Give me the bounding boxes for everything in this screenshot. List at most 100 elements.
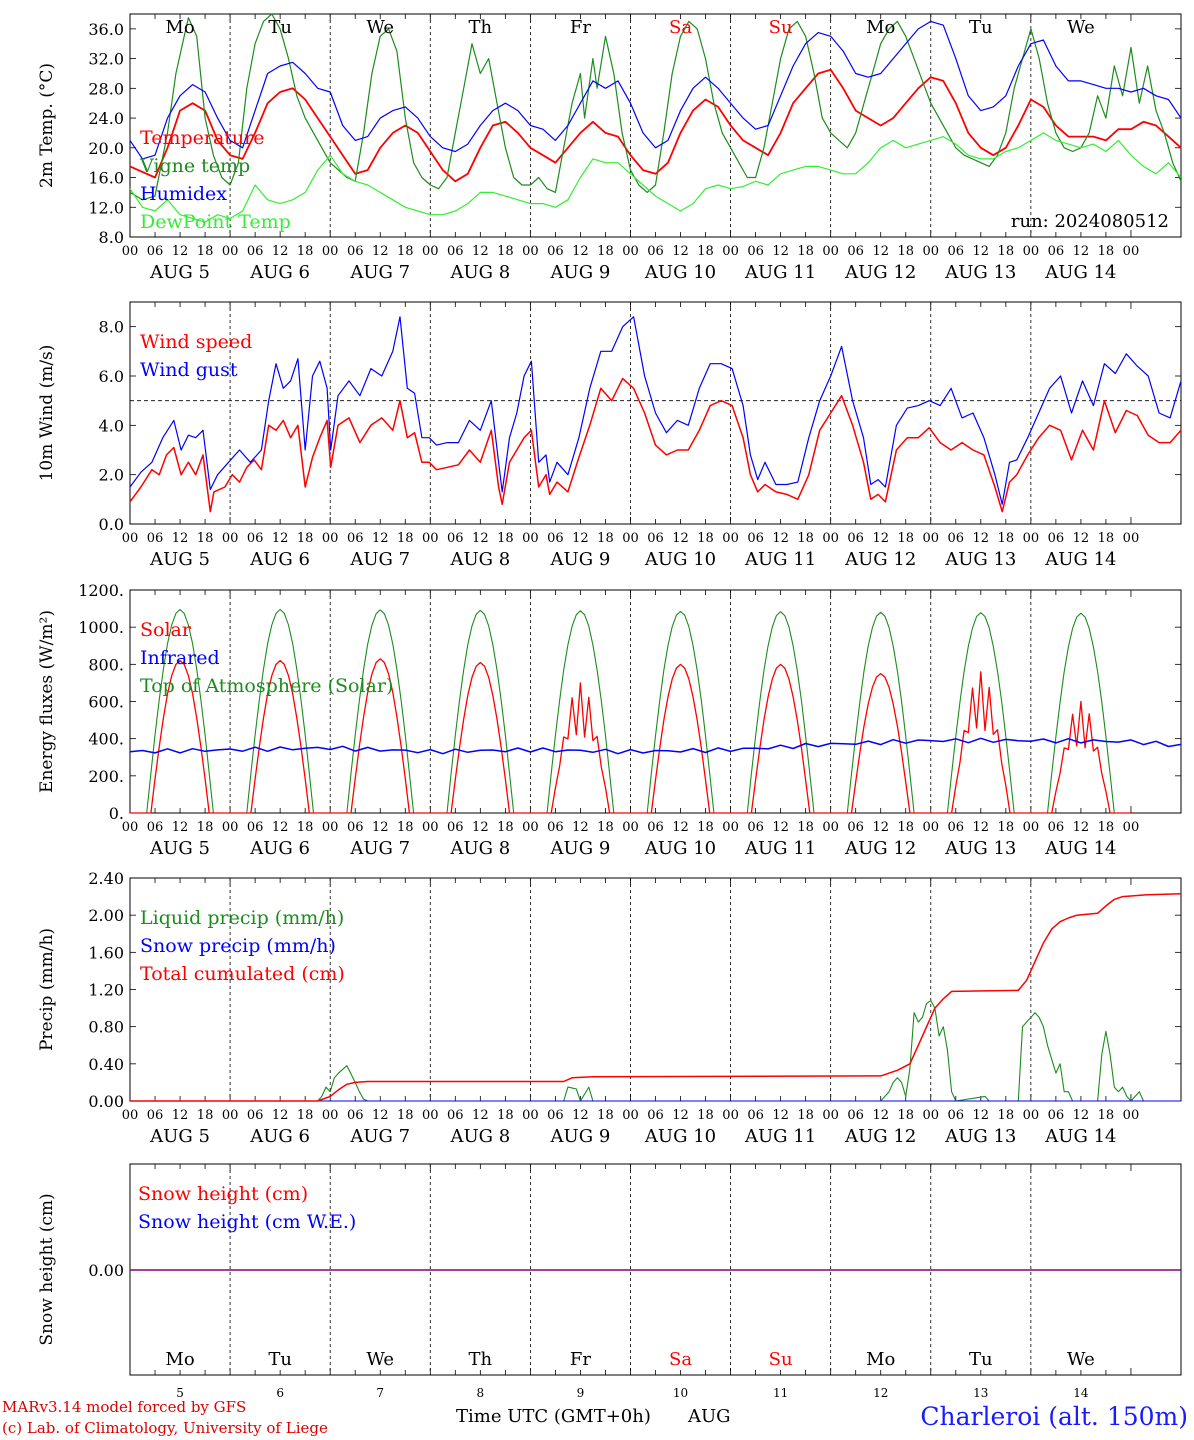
energy-hour-tick-label: 12 <box>572 820 589 835</box>
precip-hour-tick-label: 18 <box>1098 1108 1115 1123</box>
wind-hour-tick-label: 06 <box>1048 531 1065 546</box>
precip-hour-tick-label: 06 <box>747 1108 764 1123</box>
precip-hour-tick-label: 00 <box>522 1108 539 1123</box>
wind-date-label: AUG 9 <box>550 549 611 570</box>
temp-hour-tick-label: 00 <box>222 244 239 259</box>
wind-date-label: AUG 14 <box>1044 549 1116 570</box>
temp-hour-tick-label: 12 <box>572 244 589 259</box>
precip-date-label: AUG 7 <box>349 1126 410 1147</box>
energy-hour-tick-label: 18 <box>597 820 614 835</box>
temp-day-label: Tu <box>969 17 993 38</box>
snow-day-label: Tu <box>969 1349 993 1370</box>
energy-y-tick-label: 0. <box>109 804 124 823</box>
precip-hour-tick-label: 12 <box>973 1108 990 1123</box>
temp-hour-tick-label: 18 <box>297 244 314 259</box>
snow-legend-blue: Snow height (cm W.E.) <box>138 1211 356 1233</box>
energy-hour-tick-label: 18 <box>297 820 314 835</box>
energy-date-label: AUG 13 <box>944 838 1016 859</box>
snow-day-label: Tu <box>268 1349 292 1370</box>
energy-hour-tick-label: 06 <box>1048 820 1065 835</box>
precip-hour-tick-label: 18 <box>597 1108 614 1123</box>
precip-date-label: AUG 12 <box>844 1126 916 1147</box>
temp-series-blue <box>129 20 1182 160</box>
precip-hour-tick-label: 06 <box>447 1108 464 1123</box>
temp-day-label: Mo <box>866 17 895 38</box>
energy-date-label: AUG 7 <box>349 838 410 859</box>
energy-hour-tick-label: 18 <box>197 820 214 835</box>
precip-hour-tick-label: 18 <box>797 1108 814 1123</box>
temp-hour-tick-label: 00 <box>522 244 539 259</box>
precip-y-axis-label: Precip (mm/h) <box>37 928 57 1051</box>
energy-hour-tick-label: 00 <box>922 820 939 835</box>
energy-hour-tick-label: 18 <box>998 820 1015 835</box>
energy-date-label: AUG 6 <box>249 838 310 859</box>
temp-hour-tick-label: 00 <box>722 244 739 259</box>
precip-hour-tick-label: 18 <box>197 1108 214 1123</box>
wind-hour-tick-label: 00 <box>822 531 839 546</box>
temp-hour-tick-label: 18 <box>397 244 414 259</box>
snow-y-tick-label: 0.00 <box>88 1261 124 1280</box>
temp-hour-tick-label: 00 <box>322 244 339 259</box>
wind-hour-tick-label: 06 <box>447 531 464 546</box>
wind-hour-tick-label: 06 <box>747 531 764 546</box>
precip-hour-tick-label: 12 <box>172 1108 189 1123</box>
precip-date-label: AUG 5 <box>149 1126 210 1147</box>
temp-hour-tick-label: 18 <box>797 244 814 259</box>
temp-hour-tick-label: 06 <box>447 244 464 259</box>
snow-date-number: 14 <box>1073 1386 1089 1400</box>
precip-hour-tick-label: 18 <box>397 1108 414 1123</box>
wind-hour-tick-label: 12 <box>973 531 990 546</box>
precip-date-label: AUG 8 <box>449 1126 510 1147</box>
energy-date-label: AUG 5 <box>149 838 210 859</box>
wind-hour-tick-label: 00 <box>622 531 639 546</box>
precip-hour-tick-label: 12 <box>272 1108 289 1123</box>
wind-y-tick-label: 0.0 <box>99 515 124 534</box>
temp-day-label: Su <box>769 17 793 38</box>
energy-legend-green: Top of Atmosphere (Solar) <box>140 675 393 697</box>
precip-series-green <box>130 1000 1161 1102</box>
wind-hour-tick-label: 12 <box>172 531 189 546</box>
temp-date-label: AUG 10 <box>644 262 716 283</box>
precip-date-label: AUG 6 <box>249 1126 310 1147</box>
snow-day-label: Th <box>469 1349 493 1370</box>
wind-hour-tick-label: 18 <box>497 531 514 546</box>
energy-y-tick-label: 600. <box>88 693 124 712</box>
energy-hour-tick-label: 06 <box>747 820 764 835</box>
energy-hour-tick-label: 00 <box>322 820 339 835</box>
energy-hour-tick-label: 18 <box>697 820 714 835</box>
precip-y-tick-label: 2.00 <box>88 906 124 925</box>
precip-hour-tick-label: 00 <box>322 1108 339 1123</box>
snow-day-label: Mo <box>866 1349 895 1370</box>
precip-legend-green: Liquid precip (mm/h) <box>140 907 344 929</box>
wind-hour-tick-label: 00 <box>122 531 139 546</box>
energy-hour-tick-label: 06 <box>847 820 864 835</box>
energy-hour-tick-label: 18 <box>1098 820 1115 835</box>
temp-hour-tick-label: 06 <box>347 244 364 259</box>
precip-hour-tick-label: 06 <box>1048 1108 1065 1123</box>
temp-hour-tick-label: 06 <box>647 244 664 259</box>
snow-date-number: 12 <box>873 1386 888 1400</box>
snow-date-number: 11 <box>773 1386 788 1400</box>
precip-legend-red: Total cumulated (cm) <box>140 963 345 985</box>
energy-hour-tick-label: 00 <box>622 820 639 835</box>
precip-y-tick-label: 0.40 <box>88 1055 124 1074</box>
snow-date-number: 7 <box>376 1386 384 1400</box>
snow-day-label: Mo <box>165 1349 194 1370</box>
precip-hour-tick-label: 06 <box>948 1108 965 1123</box>
energy-date-label: AUG 12 <box>844 838 916 859</box>
location-label: Charleroi (alt. 150m) <box>920 1402 1188 1431</box>
temp-y-tick-label: 36.0 <box>88 20 124 39</box>
precip-hour-tick-label: 18 <box>697 1108 714 1123</box>
wind-hour-tick-label: 18 <box>998 531 1015 546</box>
precip-hour-tick-label: 06 <box>647 1108 664 1123</box>
temp-day-label: Th <box>469 17 493 38</box>
energy-y-tick-label: 400. <box>88 730 124 749</box>
precip-date-label: AUG 13 <box>944 1126 1016 1147</box>
energy-hour-tick-label: 00 <box>1123 820 1140 835</box>
wind-y-tick-label: 8.0 <box>99 318 124 337</box>
wind-hour-tick-label: 12 <box>572 531 589 546</box>
temp-y-tick-label: 12.0 <box>88 198 124 217</box>
temp-date-label: AUG 14 <box>1044 262 1116 283</box>
wind-date-label: AUG 12 <box>844 549 916 570</box>
